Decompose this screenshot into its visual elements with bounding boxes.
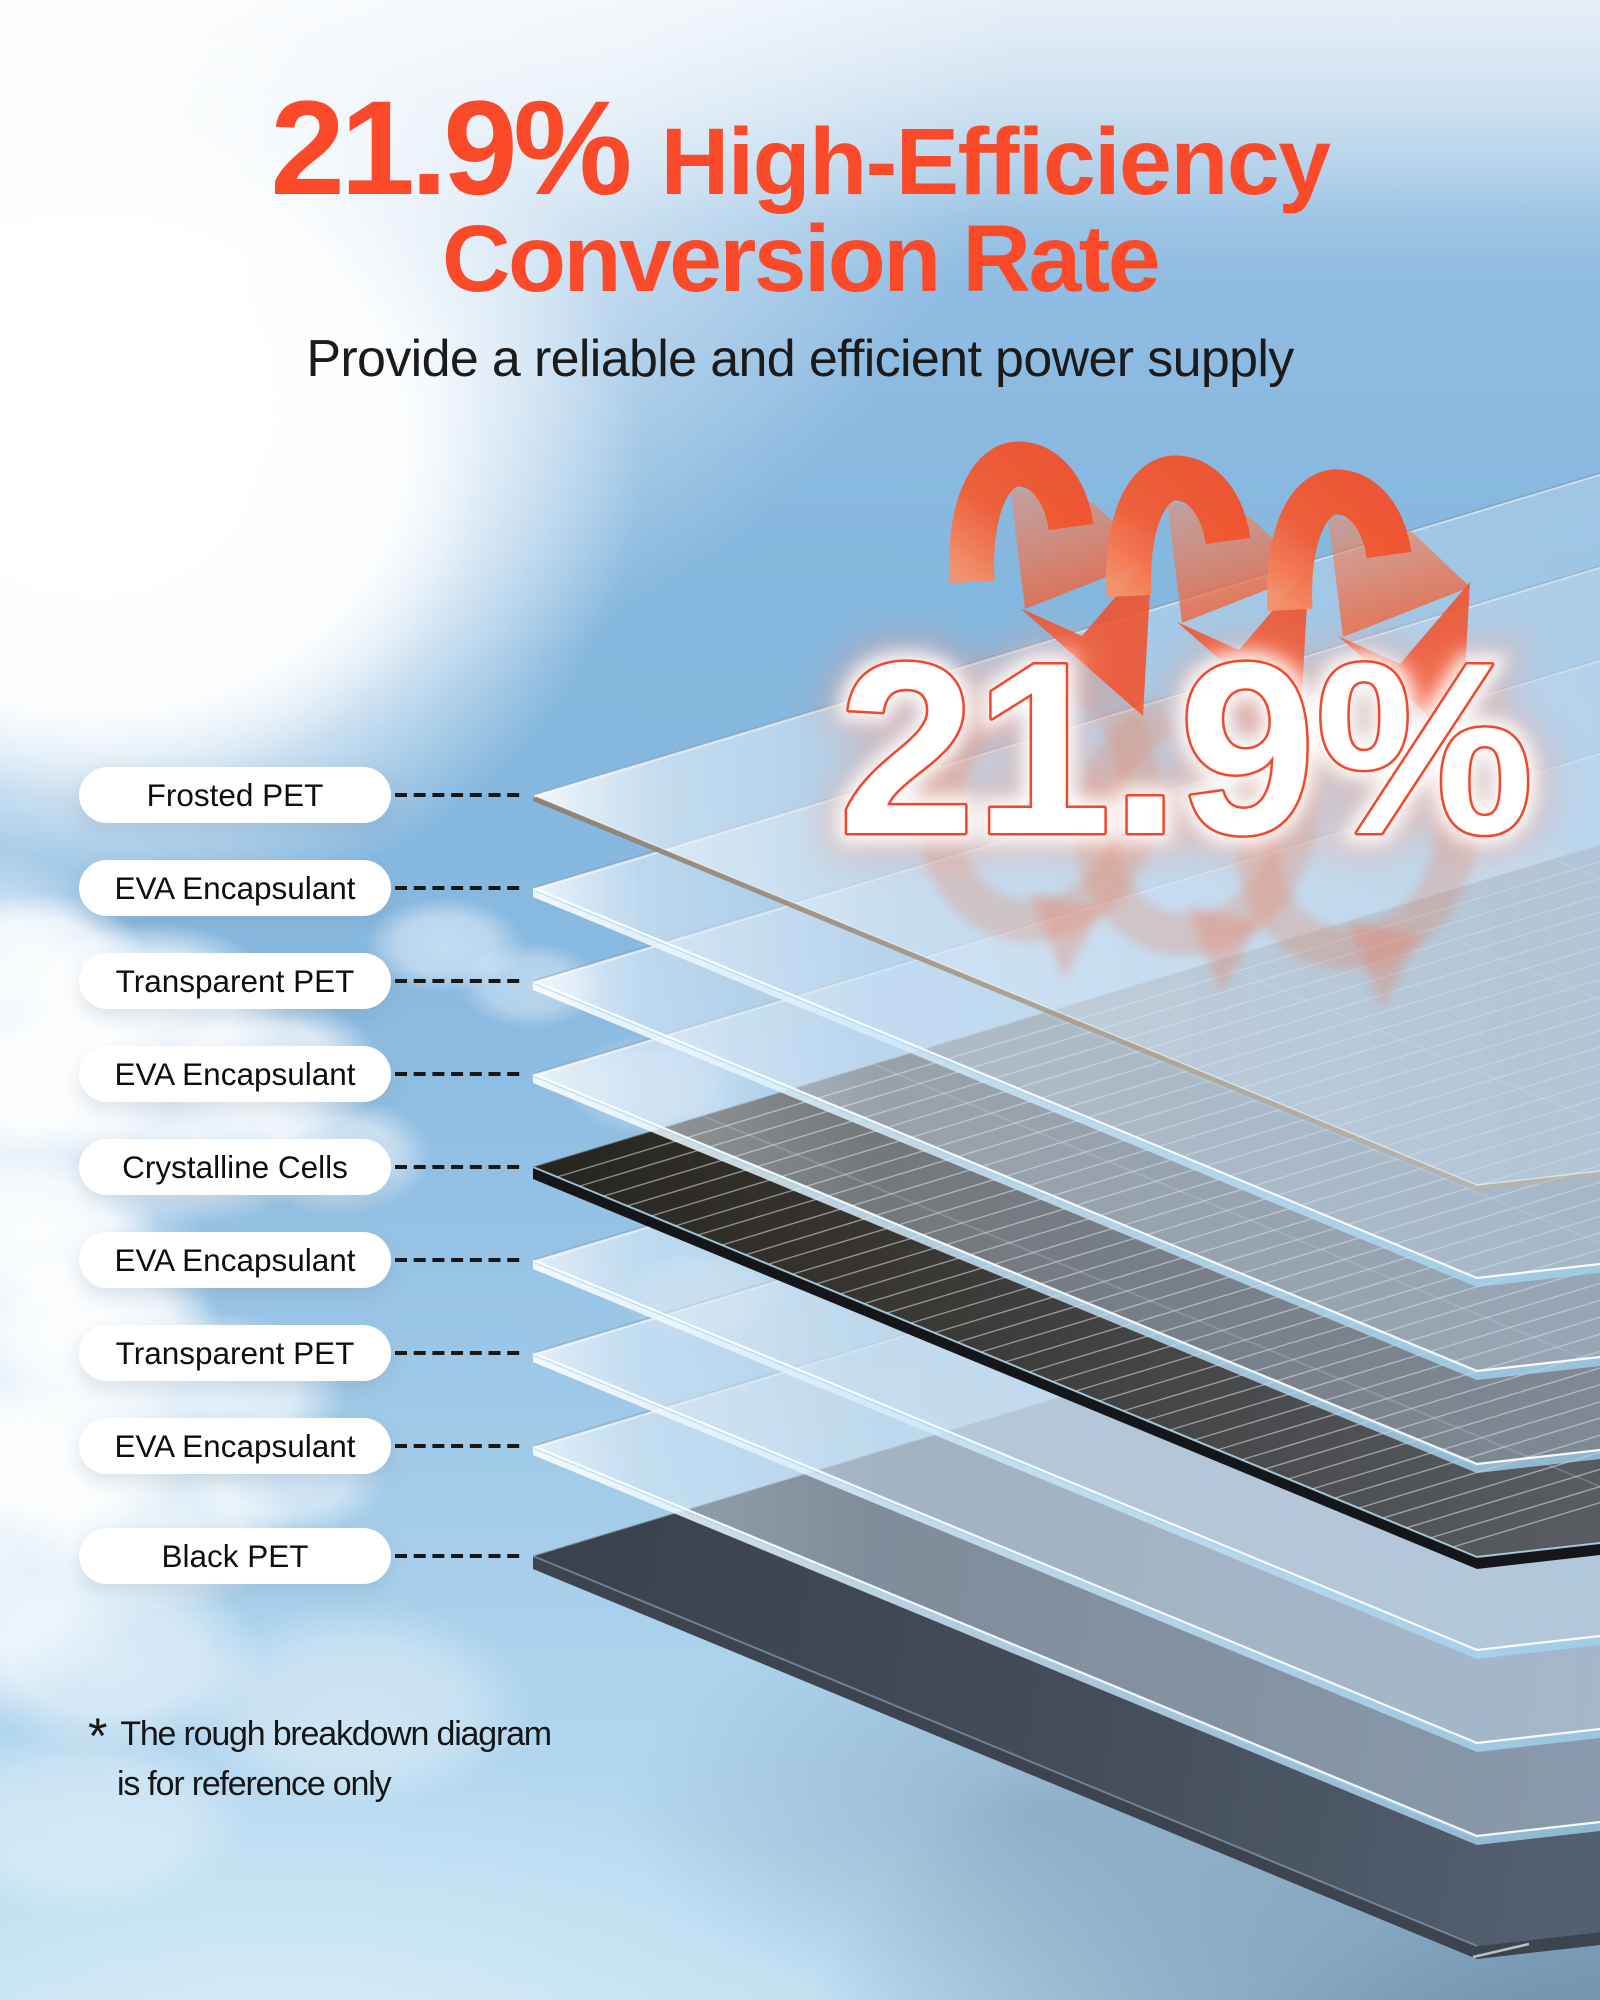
svg-text:21.9%: 21.9% (839, 611, 1534, 885)
svg-text:21.9%: 21.9% (839, 611, 1534, 885)
svg-text:21.9%: 21.9% (839, 611, 1534, 885)
